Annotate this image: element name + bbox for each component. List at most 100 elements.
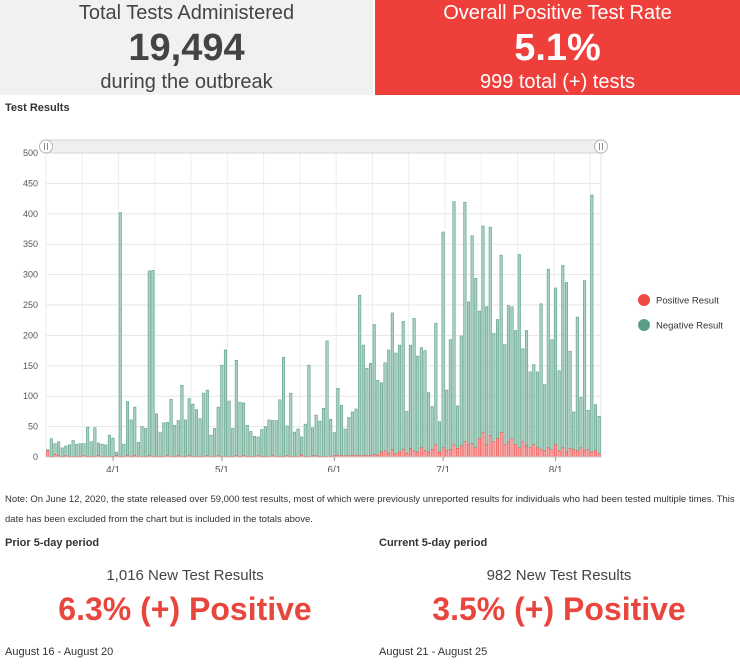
positive-result-bar [481, 432, 485, 458]
negative-result-bar [136, 442, 140, 457]
negative-result-bar [408, 344, 412, 449]
negative-result-bar [485, 306, 489, 446]
total-tests-card: Total Tests Administered 19,494 during t… [0, 0, 373, 95]
negative-result-bar [122, 443, 126, 457]
negative-result-bar [289, 392, 293, 457]
negative-result-bar [252, 436, 256, 457]
y-tick-label: 50 [28, 422, 38, 432]
negative-result-bar [151, 270, 155, 457]
negative-result-bar [336, 387, 340, 456]
negative-result-bar [564, 282, 568, 453]
negative-result-bar [474, 277, 478, 449]
positive-result-bar [496, 438, 500, 458]
chart-note: Note: On June 12, 2020, the state releas… [5, 494, 735, 525]
negative-result-bar [169, 398, 173, 457]
positive-result-bar [445, 450, 449, 458]
y-tick-label: 150 [23, 361, 38, 371]
negative-result-bar [300, 436, 304, 456]
negative-result-bar [466, 301, 471, 446]
negative-result-bar [231, 428, 235, 457]
negative-result-bar [398, 344, 402, 453]
negative-result-bar [107, 434, 111, 457]
positive-result-bar [379, 451, 383, 458]
positive-result-bar [506, 441, 510, 458]
negative-result-bar [296, 428, 300, 457]
current-period-dates: August 21 - August 25 [379, 646, 488, 658]
y-tick-label: 250 [23, 300, 38, 310]
y-tick-label: 200 [23, 330, 38, 340]
negative-result-bar [187, 398, 191, 457]
negative-result-bar [358, 294, 362, 457]
negative-result-bar [191, 403, 195, 457]
y-tick-label: 300 [23, 270, 38, 280]
negative-result-bar [260, 429, 264, 457]
negative-result-bar [267, 419, 271, 457]
negative-result-bar [546, 268, 550, 449]
positive-result-bar [398, 451, 402, 458]
negative-result-bar [532, 364, 536, 446]
y-tick-label: 450 [23, 178, 38, 188]
negative-result-bar [557, 370, 561, 452]
negative-result-bar [274, 420, 278, 457]
negative-result-bar [340, 405, 344, 457]
negative-result-bar [311, 427, 315, 457]
negative-result-bar [292, 431, 296, 457]
negative-result-bar [227, 400, 231, 457]
positive-rate-title: Overall Positive Test Rate [443, 2, 672, 24]
negative-result-bar [318, 420, 322, 457]
negative-result-bar [448, 339, 452, 451]
negative-result-bar [430, 406, 434, 451]
negative-result-bar [126, 401, 130, 457]
negative-result-bar [194, 409, 198, 457]
negative-result-bar [155, 413, 159, 457]
range-slider-track[interactable] [45, 139, 602, 154]
negative-result-bar [115, 451, 119, 457]
total-tests-value: 19,494 [128, 27, 245, 69]
negative-result-bar [205, 389, 209, 457]
negative-result-bar [517, 254, 521, 449]
negative-result-bar [271, 420, 275, 457]
positive-result-bar [434, 444, 438, 458]
negative-result-bar [303, 423, 307, 457]
negative-result-bar [96, 442, 101, 457]
negative-result-bar [104, 444, 108, 457]
negative-result-bar [419, 347, 423, 449]
current-period-title: Current 5-day period [379, 537, 488, 549]
positive-result-bar [583, 450, 587, 458]
positive-result-bar [416, 451, 420, 458]
negative-result-bar [593, 404, 597, 452]
legend-negative-result-label: Negative Result [656, 321, 723, 332]
negative-result-bar [554, 287, 558, 446]
negative-result-bar [111, 437, 115, 457]
negative-result-bar [550, 339, 554, 451]
negative-result-bar [459, 335, 463, 447]
y-tick-label: 0 [33, 452, 38, 462]
negative-result-bar [100, 443, 104, 457]
negative-result-bar [307, 364, 311, 457]
negative-result-bar [561, 265, 565, 449]
positive-result-bar [499, 432, 503, 458]
positive-result-bar [419, 447, 423, 458]
range-slider-right-handle[interactable] [594, 139, 608, 154]
negative-result-bar [510, 306, 514, 440]
negative-result-bar [147, 270, 151, 457]
negative-result-bar [184, 419, 188, 457]
negative-result-bar [521, 348, 525, 443]
prior-period-count: 1,016 New Test Results [106, 567, 264, 584]
negative-result-bar [350, 411, 354, 457]
positive-result-bar [575, 450, 579, 458]
x-tick-label: 4/1 [106, 465, 120, 472]
range-slider-left-handle[interactable] [39, 139, 53, 154]
positive-result-bar [477, 438, 481, 458]
legend-positive-result-swatch [638, 294, 650, 306]
negative-result-bar [488, 226, 492, 437]
positive-result-bar [517, 447, 521, 458]
negative-result-bar [583, 280, 587, 452]
negative-result-bar [470, 235, 474, 444]
negative-result-bar [514, 330, 518, 446]
positive-result-bar [586, 449, 590, 458]
test-results-chart: 0 50 100 150 200 250 300 350 400 450 500 4/1 5/1 6/1 7… [23, 139, 723, 472]
negative-result-bar [423, 350, 427, 452]
negative-result-bar [158, 432, 162, 457]
negative-result-bar [281, 356, 286, 457]
